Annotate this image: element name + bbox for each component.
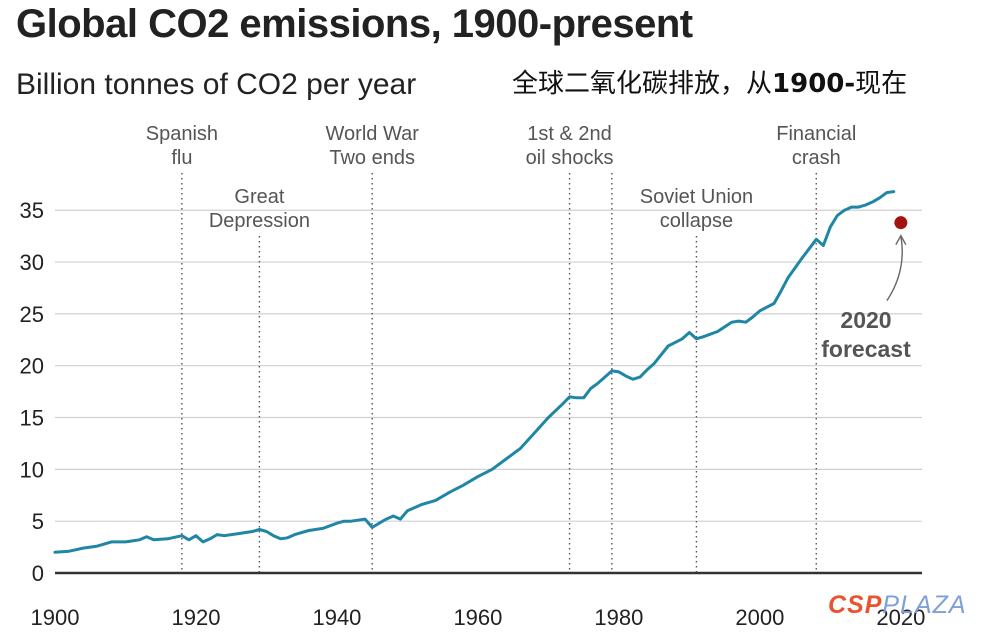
- x-tick-label-1940: 1940: [312, 605, 361, 630]
- x-tick-label-2000: 2000: [735, 605, 784, 630]
- y-tick-label-10: 10: [20, 457, 44, 482]
- y-tick-label-25: 25: [20, 302, 44, 327]
- event-label-1918-line1: Spanish: [146, 123, 218, 145]
- watermark-part-2: PLAZA: [882, 591, 967, 619]
- event-label-2008-line2: crash: [792, 147, 841, 169]
- event-label-1973-line1: 1st & 2nd: [527, 123, 612, 145]
- x-tick-label-1900: 1900: [31, 605, 80, 630]
- y-tick-label-15: 15: [20, 406, 44, 431]
- y-tick-label-0: 0: [32, 561, 44, 586]
- x-tick-label-1980: 1980: [594, 605, 643, 630]
- x-tick-label-1960: 1960: [453, 605, 502, 630]
- cn-subtitle-prefix: 全球二氧化碳排放，从: [512, 69, 773, 99]
- watermark-part-1: CSP: [828, 591, 883, 619]
- event-label-1929-line2: Depression: [209, 210, 310, 232]
- y-tick-label-30: 30: [20, 250, 44, 275]
- y-tick-label-20: 20: [20, 354, 44, 379]
- chart-subtitle: Billion tonnes of CO2 per year: [16, 68, 417, 101]
- event-label-1929-line1: Great: [234, 186, 284, 208]
- event-label-1945-line1: World War: [326, 123, 420, 145]
- forecast-arrowhead: [895, 234, 907, 246]
- series-line-0: [53, 190, 896, 554]
- chinese-subtitle: 全球二氧化碳排放，从1900-现在: [512, 63, 907, 100]
- forecast-point: [894, 216, 908, 230]
- gridlines: [55, 209, 922, 522]
- x-tick-label-2020: 2020: [876, 605, 925, 630]
- event-label-1918-line2: flu: [171, 147, 192, 169]
- event-label-1991-line2: collapse: [660, 210, 733, 232]
- forecast-label-line2: forecast: [821, 336, 911, 362]
- watermark-logo: CSPPLAZA: [828, 591, 967, 620]
- cn-subtitle-suffix: 现在: [855, 69, 908, 99]
- event-label-1945-line2: Two ends: [329, 147, 415, 169]
- cn-subtitle-year: 1900-: [772, 69, 856, 99]
- event-label-2008-line1: Financial: [776, 123, 856, 145]
- axes: 0 5 10 15 20 25 30 35 1900 1920 1940 1960 1980 2000 20…: [20, 198, 926, 630]
- event-label-1991-line1: Soviet Union: [640, 186, 753, 208]
- chart-title: Global CO2 emissions, 1900-present: [16, 2, 693, 46]
- series-layer: [53, 190, 896, 554]
- x-tick-label-1920: 1920: [171, 605, 220, 630]
- forecast-annotation: 2020 forecast: [821, 216, 911, 362]
- event-label-1973-line2: oil shocks: [526, 147, 614, 169]
- forecast-arrow: [886, 235, 903, 302]
- y-tick-label-35: 35: [20, 198, 44, 223]
- forecast-label-line1: 2020: [840, 307, 891, 333]
- y-tick-label-5: 5: [32, 509, 44, 534]
